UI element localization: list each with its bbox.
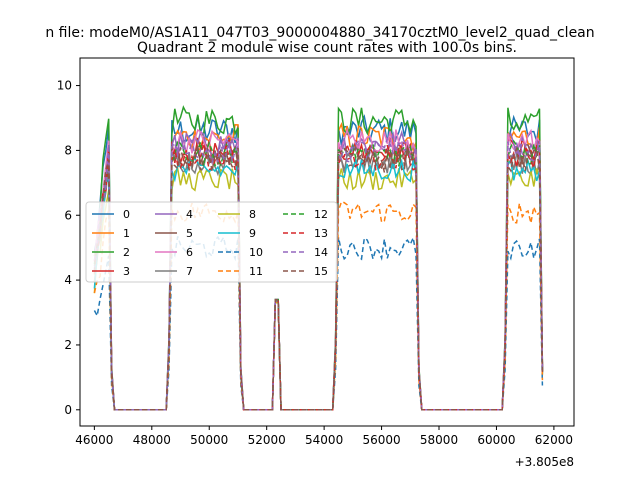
legend-label-0: 0 bbox=[123, 208, 130, 221]
legend-label-1: 1 bbox=[123, 227, 130, 240]
x-tick-label: 50000 bbox=[190, 433, 228, 447]
x-tick-label: 60000 bbox=[477, 433, 515, 447]
y-tick-label: 0 bbox=[64, 403, 72, 417]
x-tick-label: 54000 bbox=[305, 433, 343, 447]
x-tick-label: 56000 bbox=[362, 433, 400, 447]
y-tick-label: 6 bbox=[64, 208, 72, 222]
x-tick-label: 52000 bbox=[248, 433, 286, 447]
x-tick-label: 62000 bbox=[535, 433, 573, 447]
legend-label-7: 7 bbox=[186, 265, 193, 278]
legend-label-12: 12 bbox=[314, 208, 328, 221]
x-tick-label: 46000 bbox=[75, 433, 113, 447]
legend-label-14: 14 bbox=[314, 246, 328, 259]
y-axis: 0 2 4 6 8 10 bbox=[57, 79, 80, 417]
legend-label-10: 10 bbox=[249, 246, 263, 259]
legend-label-2: 2 bbox=[123, 246, 130, 259]
x-offset-label: +3.805e8 bbox=[515, 455, 574, 469]
legend-frame bbox=[85, 201, 338, 283]
legend-label-6: 6 bbox=[186, 246, 193, 259]
y-tick-label: 8 bbox=[64, 143, 72, 157]
legend-label-5: 5 bbox=[186, 227, 193, 240]
legend-label-11: 11 bbox=[249, 265, 263, 278]
y-tick-label: 2 bbox=[64, 338, 72, 352]
series-line-15 bbox=[93, 145, 544, 411]
legend-label-3: 3 bbox=[123, 265, 130, 278]
chart-title: Quadrant 2 module wise count rates with … bbox=[137, 40, 517, 56]
x-tick-label: 48000 bbox=[133, 433, 171, 447]
plot-area-frame bbox=[79, 57, 575, 427]
legend-label-13: 13 bbox=[314, 227, 328, 240]
x-tick-label: 58000 bbox=[420, 433, 458, 447]
y-tick-label: 10 bbox=[57, 79, 72, 93]
legend-label-15: 15 bbox=[314, 265, 328, 278]
series-layer bbox=[93, 105, 544, 411]
legend-label-8: 8 bbox=[249, 208, 256, 221]
figure-suptitle: n file: modeM0/AS1A11_047T03_9000004880_… bbox=[45, 25, 594, 41]
legend-label-4: 4 bbox=[186, 208, 193, 221]
x-axis: 46000 48000 50000 52000 54000 56000 58000 60000… bbox=[75, 426, 573, 447]
legend-label-9: 9 bbox=[249, 227, 256, 240]
y-tick-label: 4 bbox=[64, 273, 72, 287]
series-line-9 bbox=[93, 156, 544, 411]
